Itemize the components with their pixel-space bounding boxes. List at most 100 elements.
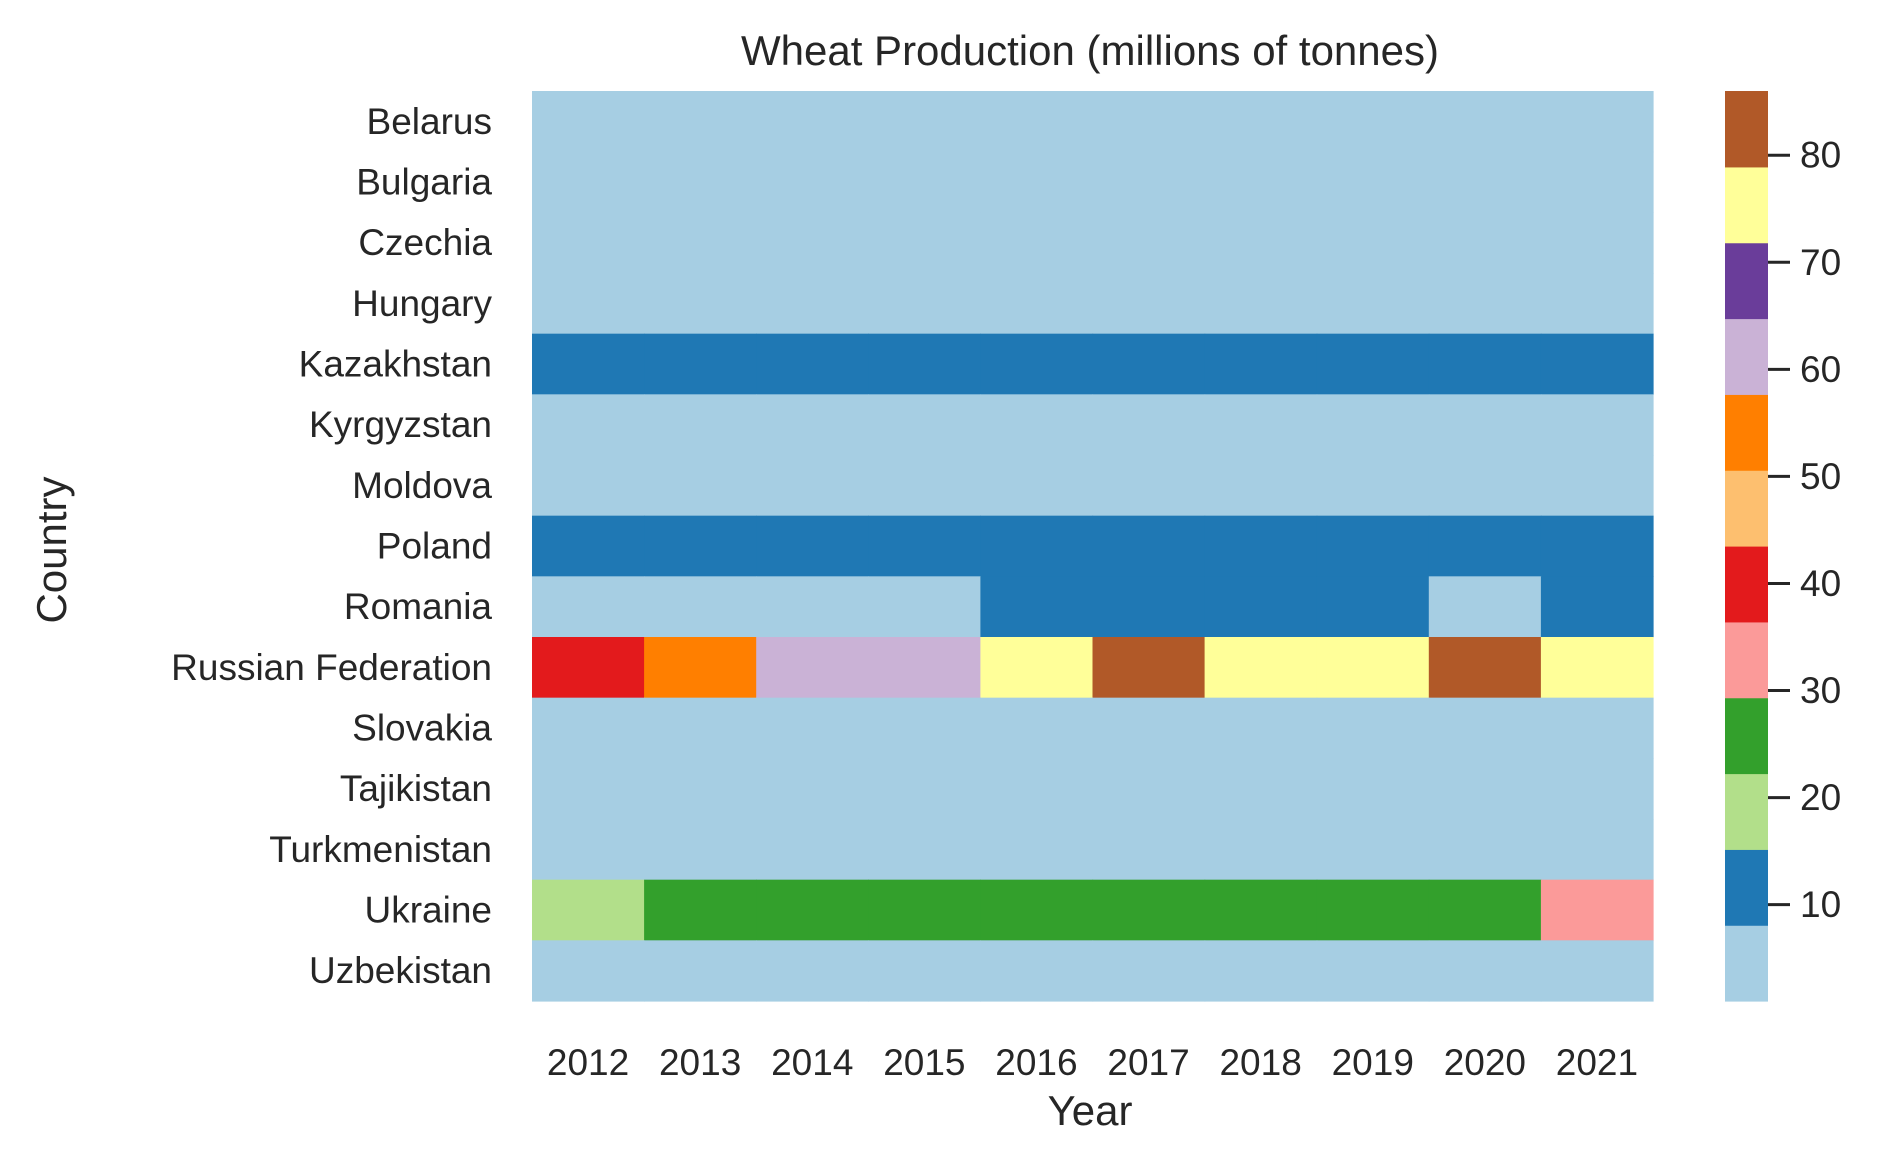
heatmap-cell [1428,455,1542,517]
y-tick-label: Ukraine [365,890,493,931]
heatmap-cell [980,576,1094,638]
heatmap-cell [1092,879,1206,941]
heatmap-cell [1428,394,1542,456]
heatmap-cell [644,697,757,759]
heatmap-cell [868,697,981,759]
heatmap-cell [1092,394,1206,456]
heatmap-cell [980,637,1094,699]
x-tick-label: 2020 [1444,1042,1526,1083]
heatmap-cell [756,273,869,335]
heatmap-cell [1428,940,1542,1002]
heatmap-cell [980,394,1094,456]
heatmap-cell [1316,273,1430,335]
heatmap-cell [644,819,757,881]
heatmap-cell [644,940,757,1002]
heatmap-cell [1540,151,1654,213]
heatmap-cell [1316,91,1430,153]
colorbar-tick-label: 40 [1800,563,1841,604]
y-tick-label: Slovakia [352,708,492,749]
colorbar-segment [1725,773,1768,850]
x-tick-label: 2014 [771,1042,853,1083]
heatmap-cell [1540,333,1654,395]
colorbar-segment [1725,394,1768,471]
heatmap-cell [980,151,1094,213]
y-tick-label: Poland [377,526,492,567]
heatmap-cell [644,637,757,699]
colorbar-segment [1725,546,1768,623]
heatmap-cell [1092,91,1206,153]
heatmap-cell [1316,819,1430,881]
colorbar-segment [1725,621,1768,699]
y-tick-label: Uzbekistan [309,950,492,991]
heatmap-cell [644,273,757,335]
colorbar-segment [1725,849,1768,926]
y-tick-label: Belarus [367,101,492,142]
colorbar-segment [1725,697,1768,775]
colorbar-segment [1725,318,1768,395]
colorbar-segment [1725,166,1768,244]
heatmap-cell [644,758,757,820]
heatmap-cell [1316,394,1430,456]
heatmap-cell [980,879,1094,941]
heatmap-cell [532,91,645,153]
heatmap-cell [868,212,981,274]
heatmap-cell [1428,91,1542,153]
heatmap-cell [868,940,981,1002]
heatmap-cell [1540,455,1654,517]
heatmap-cell [756,212,869,274]
heatmap-cell [1540,515,1654,577]
heatmap-cell [1204,940,1318,1002]
y-tick-label: Hungary [352,283,492,324]
colorbar-tick-label: 70 [1800,242,1841,283]
heatmap-cell [644,455,757,517]
heatmap-cell [1204,576,1318,638]
heatmap-cell [980,758,1094,820]
heatmap-cell [1092,273,1206,335]
heatmap-cell [1204,212,1318,274]
colorbar-segment [1725,470,1768,547]
heatmap-cell [1428,515,1542,577]
heatmap-cell [868,637,981,699]
heatmap-cell [1092,151,1206,213]
heatmap-cell [868,758,981,820]
colorbar: 10 20 30 40 50 60 70 80 [1725,91,1841,1002]
heatmap-cell [1204,151,1318,213]
heatmap-cell [644,212,757,274]
heatmap-cell [1428,879,1542,941]
heatmap-cell [1540,394,1654,456]
heatmap-cell [532,273,645,335]
heatmap-cell [980,819,1094,881]
heatmap-cell [1428,333,1542,395]
y-axis-label: Country [28,476,75,623]
heatmap-cell [1540,758,1654,820]
heatmap-cell [1092,515,1206,577]
x-tick-labels: 2012 2013 2014 2015 2016 2017 2018 2019 2020 2021 [547,1042,1638,1083]
heatmap-cell [1540,273,1654,335]
heatmap-cell [1540,697,1654,759]
heatmap-cell [532,637,645,699]
heatmap-cell [868,515,981,577]
x-tick-label: 2018 [1219,1042,1301,1083]
heatmap-cell [1204,758,1318,820]
heatmap-cell [1316,758,1430,820]
heatmap-cell [1204,273,1318,335]
heatmap-cell [1428,576,1542,638]
heatmap-cell [1092,637,1206,699]
heatmap-cell [756,576,869,638]
x-tick-label: 2013 [659,1042,741,1083]
heatmap-cell [1204,879,1318,941]
heatmap-cell [1428,212,1542,274]
heatmap-cell [980,697,1094,759]
heatmap-cell [1092,758,1206,820]
heatmap-cell [756,515,869,577]
heatmap-cell [1204,515,1318,577]
y-tick-label: Russian Federation [171,647,492,688]
heatmap-cell [756,91,869,153]
heatmap-cell [1316,455,1430,517]
heatmap-cell [756,697,869,759]
heatmap-cell [868,455,981,517]
x-axis-label: Year [1048,1087,1133,1134]
heatmap-cell [980,273,1094,335]
x-tick-label: 2012 [547,1042,629,1083]
y-tick-label: Moldova [352,465,492,506]
